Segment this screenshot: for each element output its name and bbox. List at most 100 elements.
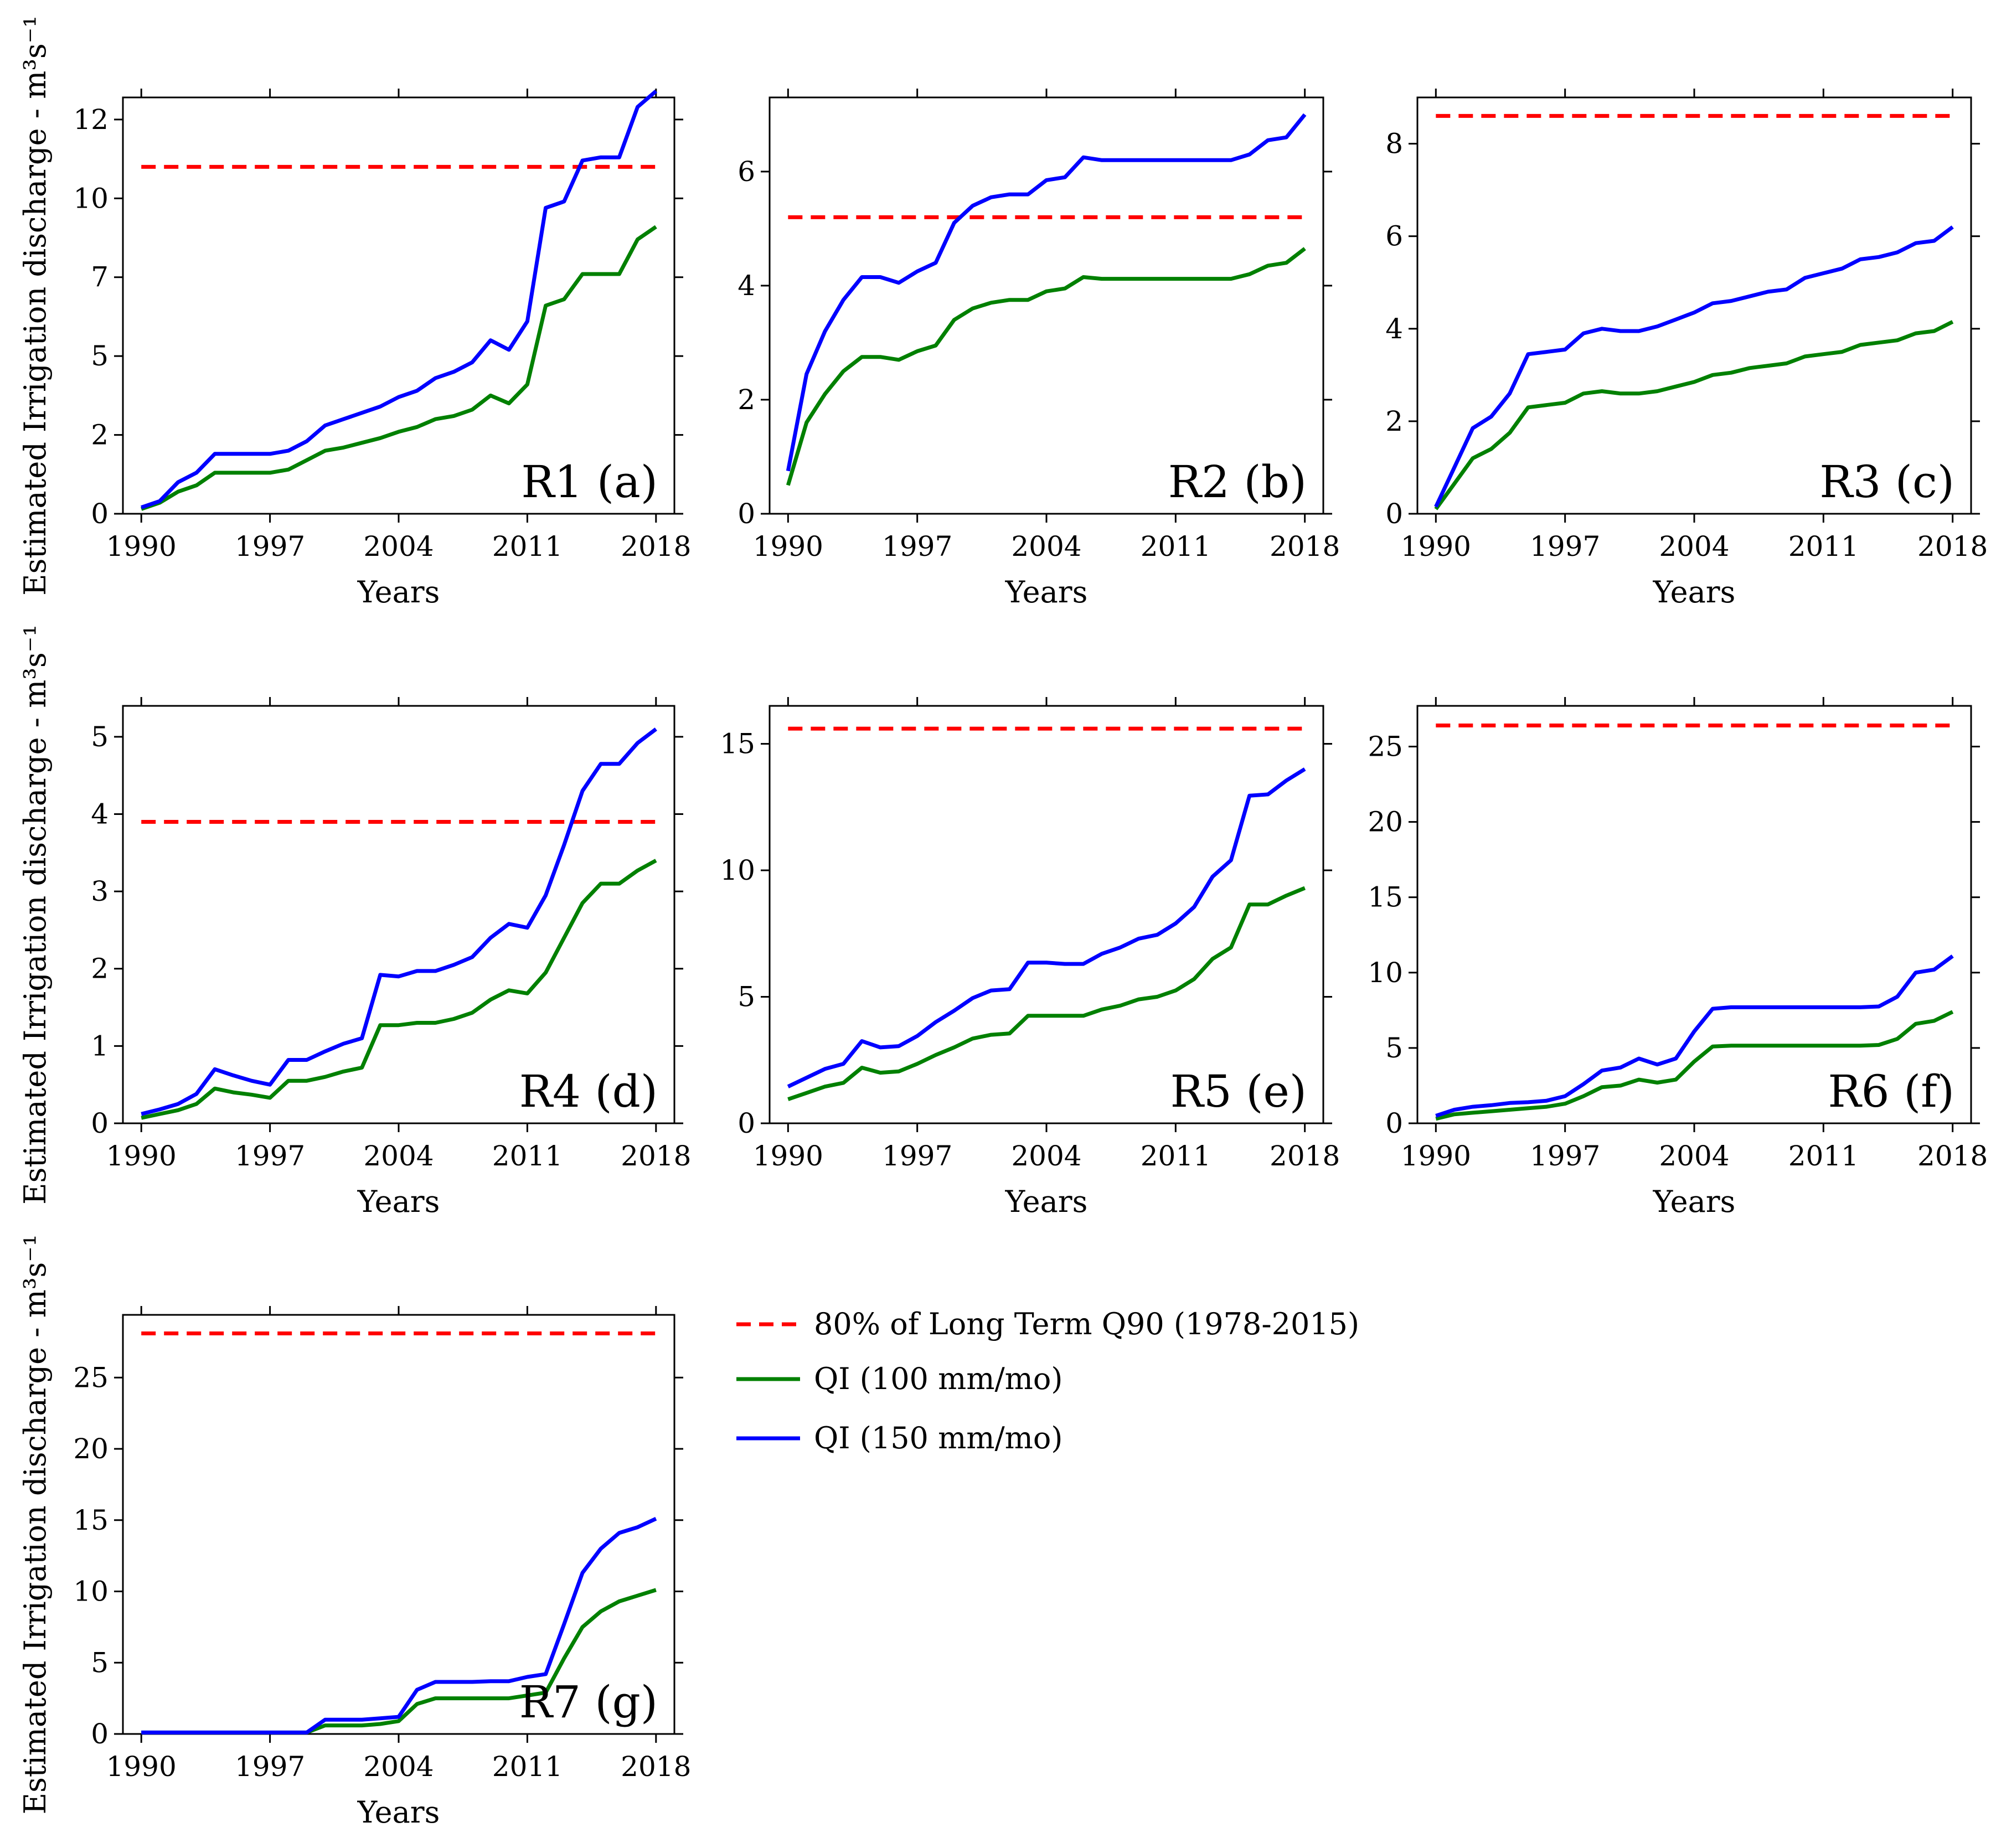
y-tick-label: 5: [91, 1646, 109, 1679]
legend-qi100-label: QI (100 mm/mo): [814, 1361, 1063, 1396]
x-tick-label: 2004: [1011, 530, 1081, 562]
qi150-line: [141, 1517, 657, 1735]
panel-label: R3 (c): [1819, 456, 1954, 508]
y-tick-label: 0: [1385, 1107, 1403, 1139]
y-tick-label: 8: [1385, 128, 1403, 160]
x-axis-title: Years: [1653, 575, 1736, 610]
x-tick-label: 1990: [106, 1140, 177, 1172]
chart-panel-2: 1990 1997 2004 2011 2018 0 2 4 6 R2 (b) Years: [737, 89, 1340, 610]
panel-label: R7 (g): [519, 1676, 658, 1728]
qi100-line: [141, 225, 657, 511]
qi100-line: [1435, 1010, 1954, 1121]
x-tick-label: 1997: [235, 530, 305, 562]
x-tick-label: 1997: [1530, 530, 1600, 562]
panel-label: R6 (f): [1828, 1066, 1954, 1117]
y-tick-label: 15: [1368, 881, 1403, 913]
x-tick-label: 1990: [753, 1140, 823, 1172]
legend-qi150-label: QI (150 mm/mo): [814, 1421, 1063, 1455]
y-tick-label: 2: [91, 419, 109, 451]
y-axis-title: Estimated Irrigation discharge - m³s⁻¹: [18, 16, 53, 596]
y-tick-label: 15: [73, 1504, 109, 1536]
qi100-line: [787, 886, 1306, 1101]
panel-label: R2 (b): [1168, 456, 1307, 508]
chart-panel-5: 1990 1997 2004 2011 2018 0 5 10 15 R5 (e) Years: [720, 697, 1340, 1219]
y-tick-label: 5: [91, 340, 109, 372]
y-axis-title: Estimated Irrigation discharge - m³s⁻¹: [18, 1235, 53, 1815]
x-tick-label: 2004: [363, 1140, 434, 1172]
y-tick-label: 5: [91, 721, 109, 753]
y-tick-label: 4: [91, 798, 109, 830]
y-tick-label: 6: [1385, 220, 1403, 252]
x-tick-label: 2004: [363, 1751, 434, 1783]
qi150-line: [1435, 954, 1954, 1118]
x-tick-label: 2011: [492, 530, 563, 562]
plot-frame: [769, 705, 1324, 1124]
x-tick-label: 1990: [1401, 1140, 1471, 1172]
x-axis-title: Years: [357, 1795, 440, 1830]
y-tick-label: 4: [737, 270, 755, 302]
y-tick-label: 0: [737, 1107, 755, 1139]
x-tick-label: 2011: [1788, 530, 1859, 562]
y-tick-label: 0: [91, 1107, 109, 1139]
chart-panel-3: 1990 1997 2004 2011 2018 0 2 4 6 8 R3 (c) Years: [1385, 89, 1988, 610]
plot-frame: [122, 705, 675, 1124]
legend-threshold-label: 80% of Long Term Q90 (1978-2015): [814, 1307, 1359, 1341]
y-tick-label: 3: [91, 875, 109, 907]
qi150-line: [1434, 225, 1954, 508]
y-tick-label: 0: [91, 498, 109, 530]
y-tick-label: 0: [737, 498, 755, 530]
x-tick-label: 2011: [1141, 1140, 1211, 1172]
x-tick-label: 1990: [106, 530, 177, 562]
qi150-line: [787, 767, 1306, 1088]
qi100-line: [141, 859, 657, 1120]
x-tick-label: 2018: [1917, 530, 1988, 562]
y-tick-label: 12: [73, 104, 109, 136]
y-tick-label: 25: [1368, 730, 1403, 762]
x-tick-label: 2004: [1659, 530, 1729, 562]
y-tick-label: 7: [91, 261, 109, 293]
x-axis-title: Years: [1005, 1184, 1088, 1219]
x-tick-label: 2018: [621, 1140, 691, 1172]
y-tick-label: 10: [73, 1576, 109, 1608]
qi150-line: [141, 89, 658, 509]
x-tick-label: 2011: [1788, 1140, 1859, 1172]
y-tick-label: 20: [73, 1433, 109, 1465]
x-tick-label: 2011: [492, 1751, 563, 1783]
qi150-line: [786, 113, 1307, 472]
x-tick-label: 2011: [492, 1140, 563, 1172]
x-tick-label: 1990: [106, 1751, 177, 1783]
x-axis-title: Years: [1005, 575, 1088, 610]
y-tick-label: 6: [737, 156, 755, 188]
qi150-line: [141, 727, 657, 1116]
y-tick-label: 0: [91, 1718, 109, 1750]
chart-panel-4: 1990 1997 2004 2011 2018 0 1 2 3 4 5 R4 (d) Years Est…: [18, 624, 691, 1219]
x-tick-label: 2004: [1011, 1140, 1081, 1172]
panel-label: R4 (d): [519, 1066, 658, 1117]
y-axis-title: Estimated Irrigation discharge - m³s⁻¹: [18, 624, 53, 1205]
x-tick-label: 1990: [1401, 530, 1471, 562]
y-tick-label: 4: [1385, 313, 1403, 345]
plot-frame: [769, 96, 1324, 515]
qi100-line: [786, 247, 1306, 486]
chart-panel-1: 1990 1997 2004 2011 2018 0 2 5 7 10 12 R1 (a) Years E…: [18, 16, 691, 610]
panel-label: R1 (a): [521, 456, 658, 508]
x-tick-label: 2011: [1141, 530, 1211, 562]
x-tick-label: 1990: [753, 530, 823, 562]
y-tick-label: 15: [720, 728, 755, 760]
chart-panel-6: 1990 1997 2004 2011 2018 0 5 10 15 20 25 R6 (f) Year…: [1368, 697, 1988, 1219]
x-tick-label: 2018: [1270, 530, 1340, 562]
x-tick-label: 2004: [1659, 1140, 1729, 1172]
x-tick-label: 1997: [235, 1751, 305, 1783]
chart-panel-7: 1990 1997 2004 2011 2018 0 5 10 15 20 25 R7 (g) Year…: [18, 1235, 691, 1830]
legend: 80% of Long Term Q90 (1978-2015) QI (100…: [736, 1307, 1359, 1455]
x-tick-label: 1997: [235, 1140, 305, 1172]
y-tick-label: 10: [1368, 957, 1403, 989]
x-tick-label: 2004: [363, 530, 434, 562]
y-tick-label: 0: [1385, 498, 1403, 530]
y-tick-label: 20: [1368, 806, 1403, 838]
y-tick-label: 10: [73, 182, 109, 214]
x-tick-label: 1997: [1530, 1140, 1600, 1172]
plot-frame: [122, 1314, 675, 1735]
